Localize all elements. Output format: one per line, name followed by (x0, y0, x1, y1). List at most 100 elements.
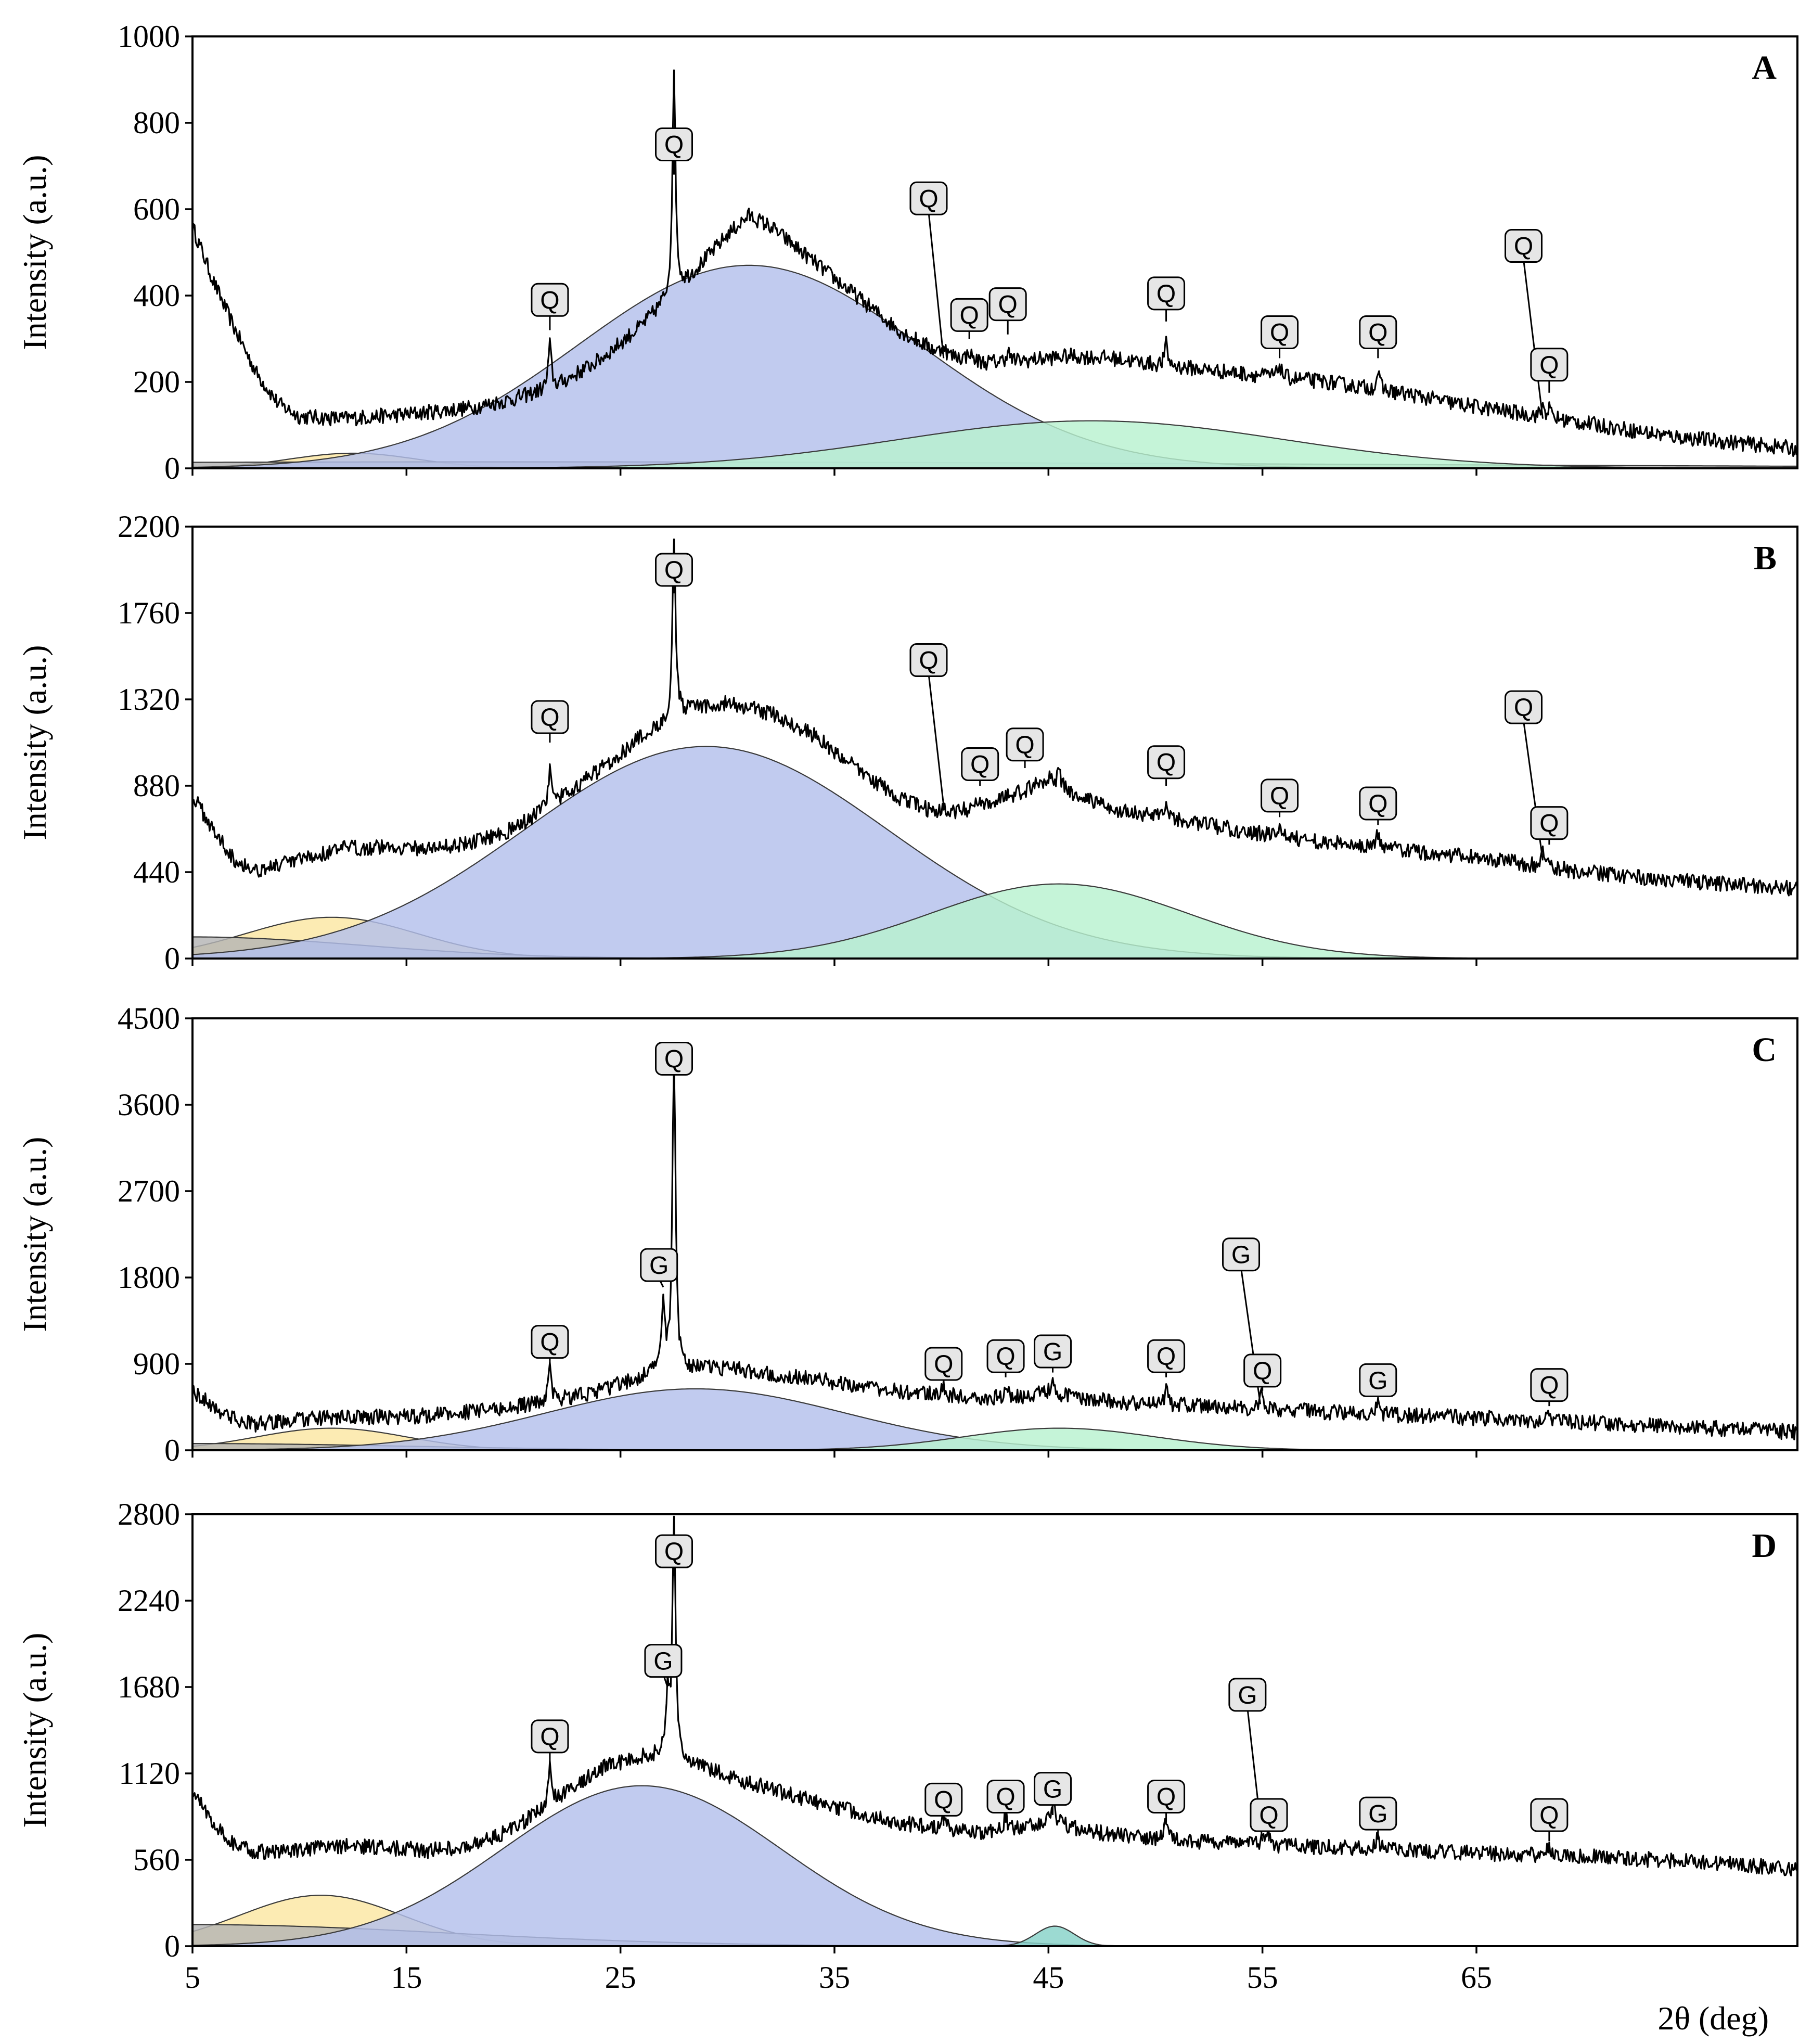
panel-b-peak-marker-q: Q (655, 553, 693, 594)
marker-box (924, 1782, 963, 1817)
panel-c-peak-marker-q: Q (1147, 1339, 1186, 1377)
marker-label: Q (664, 132, 684, 159)
marker-label: Q (540, 1723, 559, 1751)
panel-b-letter: B (1754, 539, 1777, 577)
marker-box (988, 287, 1027, 322)
marker-label: Q (1156, 280, 1176, 308)
marker-label: Q (919, 647, 938, 675)
panel-a-plot-area (192, 69, 1797, 468)
panel-b-peak-marker-q: Q (1006, 727, 1044, 769)
panel-a-peak-marker-q: Q (1261, 315, 1299, 359)
marker-label: Q (996, 1343, 1015, 1371)
marker-label: Q (540, 704, 559, 732)
marker-label: Q (1539, 810, 1559, 838)
marker-box (531, 700, 569, 734)
marker-label: Q (919, 185, 938, 213)
marker-label: Q (1156, 1343, 1176, 1371)
panel-c-component-high-angle-hump (192, 1427, 1797, 1450)
panel-a-ytick-label: 0 (164, 451, 180, 486)
marker-label: G (1043, 1776, 1062, 1804)
panel-c-peak-marker-g: G (1222, 1237, 1262, 1404)
panel-d-peak-marker-q: Q (1250, 1798, 1288, 1842)
marker-leader-line (928, 212, 945, 359)
panel-d-component-glassy-hump (192, 1785, 1797, 1946)
marker-label: G (1043, 1338, 1062, 1366)
marker-label: Q (1270, 320, 1289, 347)
panel-d-peak-marker-q: Q (924, 1782, 963, 1826)
panel-c-ytick-label: 2700 (118, 1174, 180, 1208)
marker-label: G (649, 1252, 669, 1280)
panel-d-peak-marker-q: Q (1147, 1779, 1186, 1823)
marker-label: Q (934, 1351, 953, 1378)
panel-d-ytick-label: 1680 (118, 1670, 180, 1704)
marker-box (1222, 1237, 1261, 1272)
panel-d-ytick-label: 1120 (119, 1756, 180, 1791)
marker-box (1250, 1798, 1288, 1832)
panel-d-peak-marker-g: G (1034, 1772, 1072, 1816)
marker-box (924, 1347, 963, 1381)
marker-box (1261, 315, 1299, 350)
panel-c-frame (191, 1017, 1798, 1451)
panel-d-frame (191, 1513, 1798, 1947)
marker-box (1228, 1678, 1267, 1712)
marker-box (1359, 315, 1397, 350)
panel-b-plot-area (192, 538, 1797, 959)
panel-a-peak-marker-q: Q (909, 181, 948, 359)
panel-d-trace (192, 1515, 1797, 1876)
marker-label: Q (1156, 1783, 1176, 1811)
marker-label: Q (998, 291, 1018, 319)
panel-a-ytick-label: 600 (133, 192, 180, 226)
marker-label: Q (664, 1045, 684, 1073)
marker-box (1006, 727, 1044, 762)
panel-c-ytick-label: 4500 (118, 1001, 180, 1036)
marker-box (1359, 786, 1397, 821)
panel-a-ytick-label: 1000 (118, 19, 180, 54)
panel-a-frame (191, 35, 1798, 469)
panel-c-peak-marker-q: Q (531, 1325, 569, 1367)
marker-box (961, 747, 999, 781)
panel-c-peak-marker-g: G (1359, 1363, 1397, 1401)
x-tick-label: 55 (1247, 1960, 1278, 1995)
panel-b-peak-marker-q: Q (531, 700, 569, 743)
marker-box (1243, 1353, 1282, 1388)
panel-b-ytick-label: 440 (133, 855, 180, 889)
panel-a-peak-marker-q: Q (531, 283, 569, 330)
marker-label: Q (1156, 749, 1176, 777)
panel-b-ytick-label: 2200 (118, 509, 180, 544)
panel-d-peak-marker-g: G (644, 1644, 683, 1688)
marker-box (1504, 229, 1543, 263)
x-axis-title: 2θ (deg) (1657, 2000, 1769, 2037)
panel-d-y-axis-title: Intensity (a.u.) (16, 1633, 53, 1828)
marker-leader-line (928, 673, 945, 806)
panel-d-peak-marker-q: Q (986, 1779, 1025, 1823)
panel-c-ytick-label: 900 (133, 1347, 180, 1381)
marker-box (644, 1644, 683, 1678)
marker-box (1034, 1334, 1072, 1369)
marker-box (655, 1041, 693, 1076)
marker-box (1530, 1368, 1569, 1402)
panel-b-peak-marker-q: Q (1147, 745, 1186, 786)
marker-box (986, 1779, 1025, 1813)
panel-a-trace (192, 69, 1797, 457)
panel-b-ytick-label: 1320 (118, 682, 180, 717)
panel-a-peak-marker-q: Q (655, 127, 693, 175)
panel-a-ytick-label: 200 (133, 365, 180, 399)
marker-label: Q (1514, 233, 1533, 261)
marker-label: Q (1015, 732, 1034, 759)
marker-label: G (653, 1648, 673, 1676)
marker-box (1147, 745, 1186, 780)
panel-a-letter: A (1752, 49, 1777, 87)
marker-label: Q (934, 1786, 953, 1814)
panel-b-peak-marker-q: Q (1530, 806, 1569, 845)
panel-c-peak-marker-q: Q (655, 1041, 693, 1081)
marker-box (1530, 348, 1569, 382)
panel-c-trace (192, 1058, 1797, 1440)
marker-label: Q (664, 557, 684, 584)
panel-d-ytick-label: 0 (164, 1929, 180, 1963)
panel-c-peak-marker-q: Q (924, 1347, 963, 1383)
panel-c-peak-marker-g: G (640, 1248, 678, 1288)
